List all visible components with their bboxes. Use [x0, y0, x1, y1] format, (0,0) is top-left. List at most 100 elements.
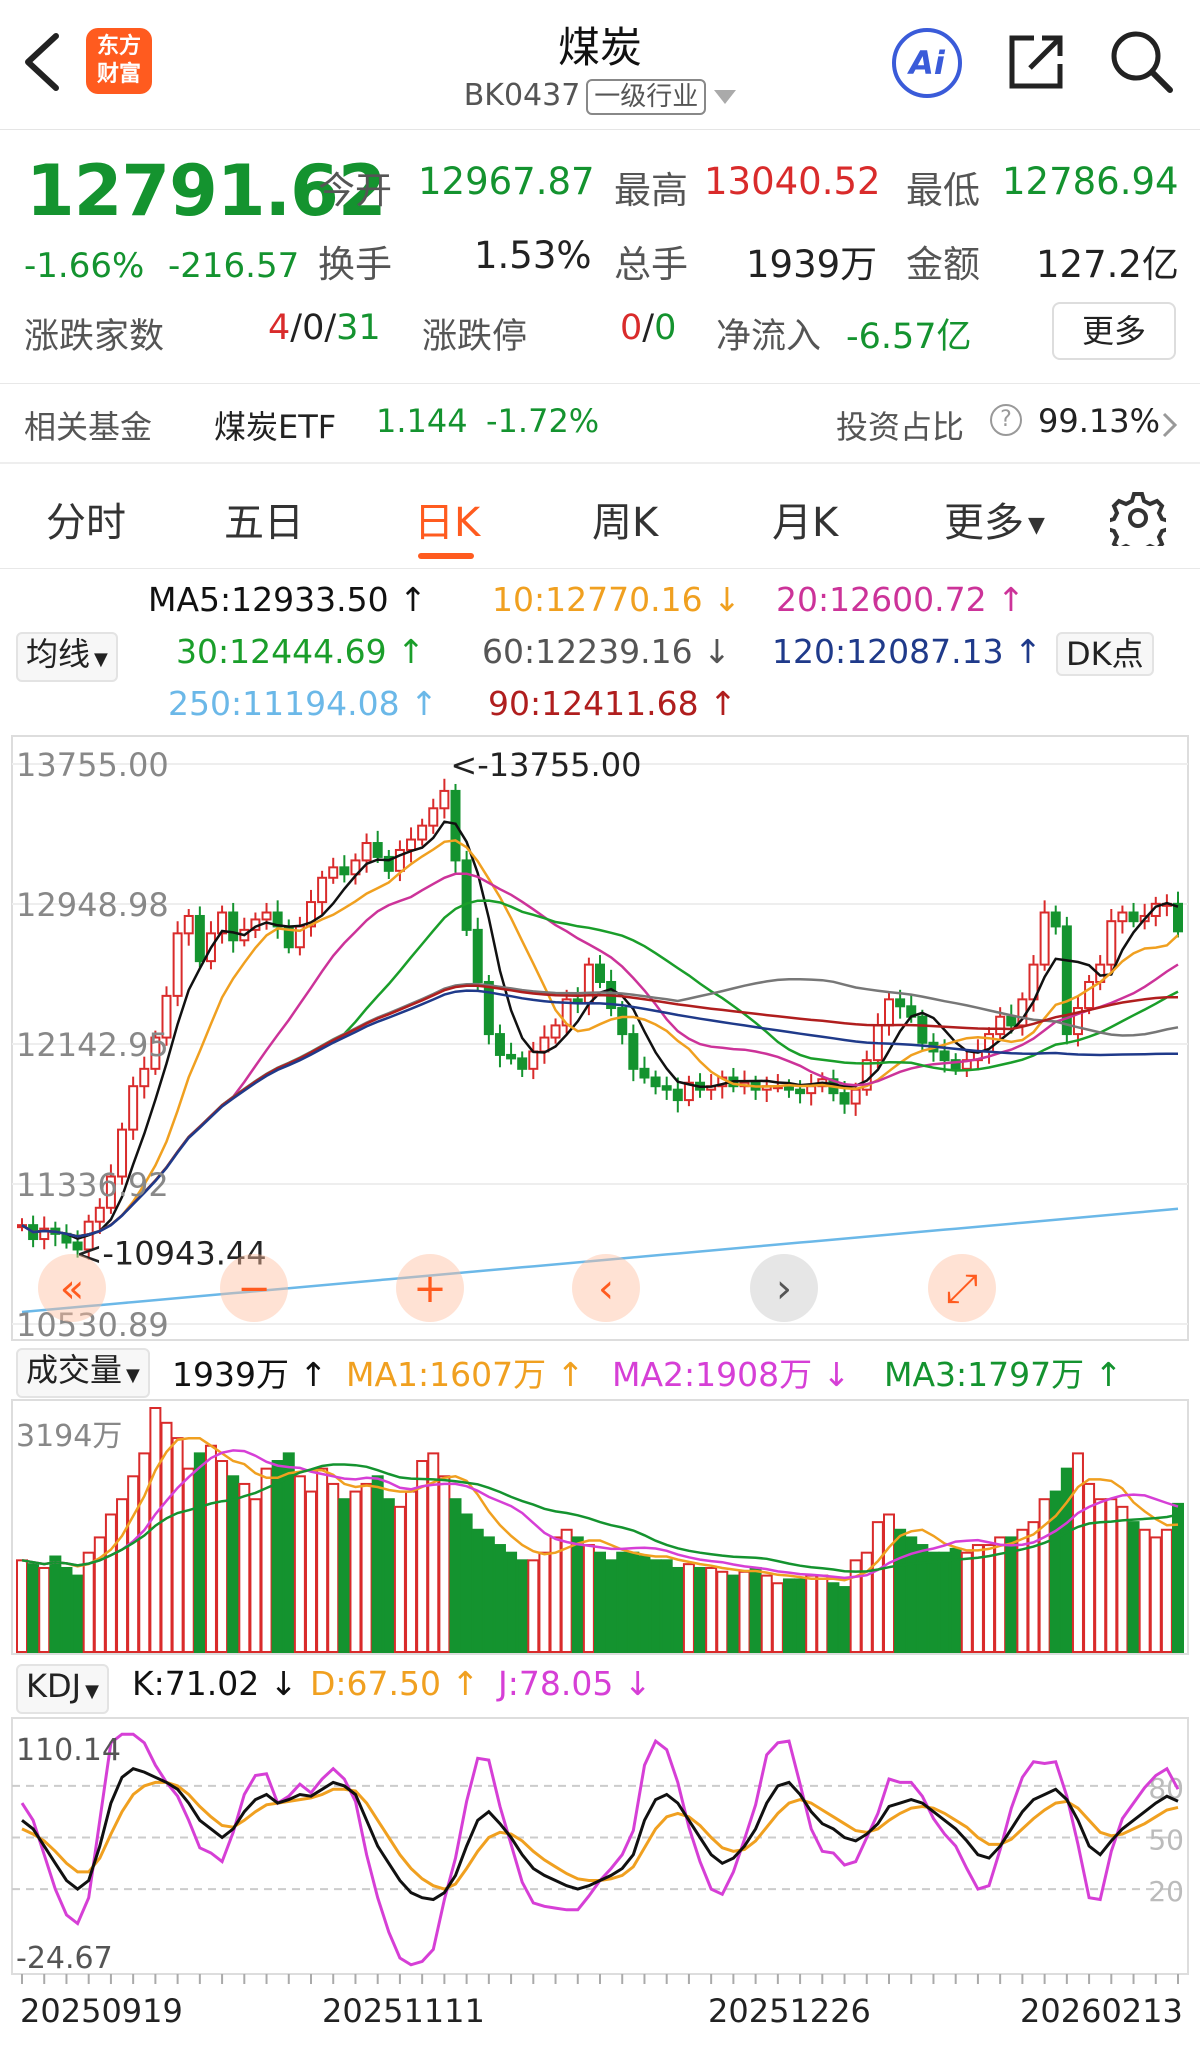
search-icon[interactable]: [1108, 28, 1174, 94]
candle: [795, 1088, 806, 1095]
volume-bar: [682, 1563, 695, 1654]
volume-bar: [849, 1559, 862, 1653]
dk-point-selector[interactable]: DK点: [1056, 632, 1154, 676]
scroll-left-button[interactable]: ‹: [572, 1254, 640, 1322]
volume-bar: [349, 1490, 362, 1653]
gear-icon[interactable]: [1110, 490, 1166, 546]
volume-bar: [1172, 1502, 1184, 1653]
volume-bar: [449, 1498, 462, 1653]
ma20-label: 20:12600.72 ↑: [776, 580, 1025, 619]
volume-bar: [538, 1551, 551, 1654]
volume-bar: [16, 1559, 28, 1653]
last-price: 12791.62: [26, 150, 387, 232]
fullscreen-button[interactable]: ⤢: [928, 1254, 996, 1322]
volume-bar: [104, 1513, 117, 1653]
volume-chart[interactable]: 3194万: [0, 1398, 1200, 1656]
ma-selector[interactable]: 均线 ▼: [16, 632, 118, 682]
candle: [194, 914, 205, 963]
candlestick-chart[interactable]: 13755.00 12948.98 12142.95 11336.92 10530.89…: [0, 734, 1200, 1344]
more-button[interactable]: 更多: [1052, 302, 1176, 360]
ai-assistant-button[interactable]: Ai: [892, 28, 962, 98]
candle: [183, 914, 194, 935]
volume-bar: [1038, 1498, 1051, 1653]
volume-bar: [916, 1544, 929, 1653]
volume-bar: [1116, 1505, 1129, 1654]
subtitle[interactable]: BK0437 一级行业: [0, 78, 1200, 115]
candle: [394, 848, 405, 872]
volume-bar: [671, 1566, 684, 1653]
high-label: 最高: [614, 169, 688, 212]
fullscreen-icon: ⤢: [946, 1266, 978, 1312]
candle: [628, 1033, 639, 1070]
volume-bar: [571, 1536, 584, 1653]
volume-bar: [216, 1460, 229, 1653]
volume-bar: [605, 1559, 618, 1653]
tab-daily-k[interactable]: 日K: [414, 500, 481, 546]
candle: [561, 998, 572, 1027]
tab-monthly-k[interactable]: 月K: [772, 500, 839, 546]
tab-more[interactable]: 更多 ▼: [944, 500, 1045, 546]
kdj-k-line: [21, 1767, 1179, 1902]
volume-bar: [760, 1574, 773, 1653]
candle: [94, 1206, 105, 1223]
candle: [839, 1092, 850, 1105]
candle: [672, 1088, 683, 1102]
candle: [161, 994, 172, 1039]
volume-bar: [193, 1452, 206, 1654]
scroll-right-button[interactable]: ›: [750, 1254, 818, 1322]
volume-bar: [1016, 1528, 1029, 1653]
time-axis-label: 20250919: [20, 1992, 183, 2030]
volume-bar: [260, 1467, 273, 1653]
candle: [72, 1241, 83, 1251]
candle: [483, 980, 494, 1036]
tab-intraday[interactable]: 分时: [46, 500, 126, 546]
kdj-j-value: J:78.05 ↓: [498, 1664, 652, 1703]
candle: [1173, 902, 1183, 933]
volume-bar: [60, 1566, 73, 1653]
volume-bar: [127, 1475, 140, 1654]
zoom-out-button[interactable]: −: [220, 1254, 288, 1322]
high-value: 13040.52: [704, 160, 881, 203]
ma250-label: 250:11194.08 ↑: [168, 684, 438, 723]
zoom-in-button-bg: [396, 1254, 464, 1322]
volume-bar: [49, 1555, 62, 1653]
kdj-ref-label: 20: [1148, 1875, 1184, 1908]
caret-down-icon: [714, 89, 737, 104]
ma10-line: [21, 839, 1179, 1238]
volume-bar: [138, 1452, 151, 1654]
kdj-j-line: [20, 1732, 1180, 1967]
jump-start-button[interactable]: «: [38, 1254, 106, 1322]
help-icon[interactable]: ?: [990, 404, 1022, 436]
share-icon[interactable]: [1004, 30, 1068, 94]
candle: [895, 998, 906, 1008]
candle: [595, 963, 605, 983]
tab-five-day[interactable]: 五日: [224, 500, 304, 546]
fund-name[interactable]: 煤炭ETF: [214, 408, 337, 446]
candle: [261, 911, 272, 921]
candle: [1128, 911, 1139, 923]
candle: [217, 911, 228, 935]
zoom-in-button[interactable]: +: [396, 1254, 464, 1322]
tab-weekly-k[interactable]: 周K: [592, 500, 659, 546]
candle: [517, 1057, 528, 1070]
volume-bar: [505, 1551, 518, 1654]
sector-code: BK0437: [463, 78, 581, 113]
kdj-indicator-selector[interactable]: KDJ ▼: [16, 1664, 109, 1714]
kdj-frame: [11, 1717, 1189, 1975]
volume-indicator-selector[interactable]: 成交量 ▼: [16, 1348, 150, 1398]
back-icon[interactable]: [18, 30, 68, 94]
candle: [917, 1015, 928, 1044]
chevron-right-icon[interactable]: [1160, 410, 1180, 440]
ma120-line: [21, 989, 1178, 1238]
volume-bar: [627, 1551, 640, 1654]
volume-label: 总手: [614, 243, 688, 286]
ma60-label: 60:12239.16 ↓: [482, 632, 731, 671]
kdj-d-value: D:67.50 ↑: [310, 1664, 480, 1703]
candle: [506, 1053, 517, 1060]
volume-bar: [771, 1582, 784, 1654]
price-axis-label: 13755.00: [16, 746, 169, 784]
page-title: 煤炭: [557, 23, 642, 72]
volume-ma1: MA1:1607万 ↑: [346, 1355, 585, 1394]
candle: [683, 1081, 694, 1102]
